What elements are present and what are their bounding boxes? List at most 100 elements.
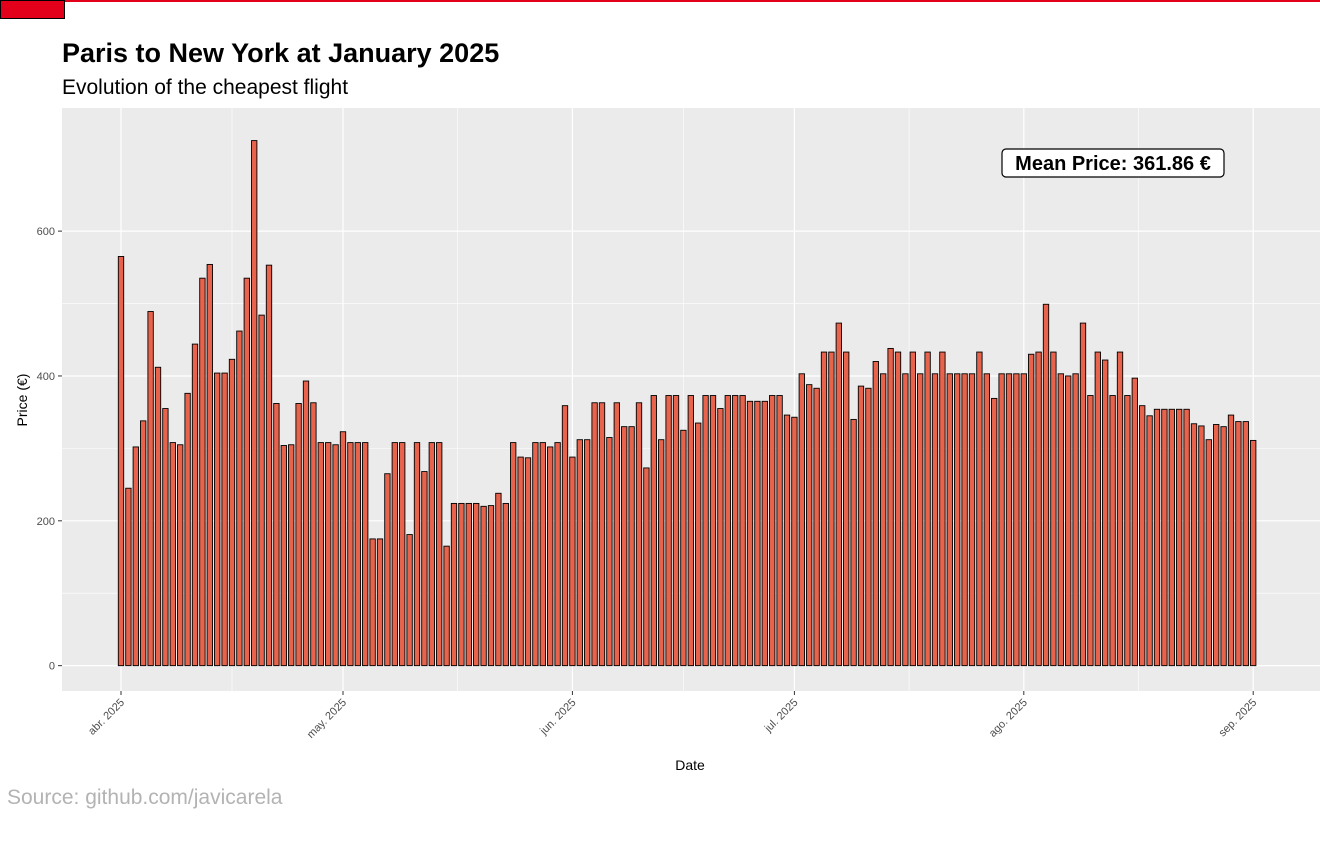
bar: [1139, 405, 1146, 667]
bar: [924, 351, 931, 667]
bar: [280, 445, 287, 667]
bar: [894, 351, 902, 667]
bar: [569, 456, 576, 667]
bar: [539, 442, 546, 667]
x-axis-title: Date: [675, 757, 705, 773]
x-tick-label: jul. 2025: [762, 697, 801, 736]
bar: [798, 373, 805, 667]
bar: [206, 263, 213, 667]
y-axis: 0 200 400 600: [37, 226, 62, 673]
bar: [162, 408, 169, 667]
bar: [850, 418, 857, 667]
x-tick-label: may. 2025: [305, 697, 349, 741]
bar: [961, 373, 968, 667]
bar: [147, 311, 154, 667]
annotation-label: Mean Price: 361.86 €: [1015, 153, 1211, 175]
bar: [1153, 408, 1161, 667]
bar: [228, 358, 236, 667]
bar: [302, 380, 310, 667]
x-tick-label: sep. 2025: [1217, 697, 1260, 740]
bar: [1124, 395, 1131, 667]
bar: [635, 402, 643, 667]
bar: [968, 373, 976, 667]
bar: [954, 373, 961, 667]
bar: [191, 343, 199, 667]
bar: [843, 351, 850, 667]
bar: [132, 446, 139, 667]
bar: [221, 372, 228, 667]
bar: [413, 442, 421, 667]
y-axis-title: Price (€): [14, 374, 30, 427]
bar: [939, 351, 946, 667]
bar: [643, 467, 650, 667]
bar: [436, 442, 443, 667]
bar: [776, 395, 783, 667]
bar: [665, 395, 672, 667]
bar: [1042, 303, 1050, 667]
bar: [480, 505, 487, 667]
bar: [376, 538, 384, 667]
bar: [828, 351, 835, 667]
bar: [1198, 425, 1205, 667]
bar: [983, 373, 990, 667]
bar: [487, 505, 495, 667]
bar: [820, 351, 828, 667]
bar: [554, 442, 561, 667]
bar: [1094, 351, 1101, 667]
bar: [288, 444, 295, 667]
bar: [384, 473, 391, 667]
y-tick-label: 0: [49, 661, 55, 673]
bar: [791, 416, 798, 667]
bar: [406, 534, 413, 667]
bar: [1227, 414, 1235, 667]
bar: [1109, 395, 1116, 667]
bar: [140, 420, 147, 667]
bar: [976, 351, 983, 667]
bar: [613, 402, 620, 667]
bar: [672, 395, 680, 667]
bar: [658, 439, 665, 667]
bar: [761, 400, 768, 667]
bar: [769, 395, 776, 667]
bar: [354, 442, 361, 667]
bar: [154, 366, 162, 667]
bar: [598, 402, 606, 667]
bar: [931, 373, 939, 667]
bar: [310, 402, 317, 667]
bar: [1013, 373, 1020, 667]
bar: [199, 277, 206, 667]
bar: [717, 408, 724, 667]
top-accent-box: [0, 0, 65, 19]
bar: [495, 492, 502, 667]
bar: [547, 446, 554, 667]
bar: [754, 400, 761, 667]
bar: [1087, 395, 1094, 667]
bar: [117, 256, 125, 667]
bar: [695, 422, 702, 667]
bar: [243, 277, 250, 667]
y-tick-label: 200: [37, 516, 55, 528]
bar: [258, 314, 265, 667]
bar: [236, 330, 243, 667]
bar: [739, 395, 746, 667]
bar: [510, 442, 517, 667]
bars: [117, 140, 1257, 667]
bar: [1176, 408, 1183, 667]
bar: [1050, 351, 1057, 667]
bar: [347, 442, 354, 667]
bar: [709, 395, 717, 667]
bar: [902, 373, 909, 667]
bar: [909, 351, 916, 667]
bar: [1235, 421, 1242, 667]
bar: [265, 264, 273, 667]
bar: [1035, 351, 1042, 667]
bar: [702, 395, 709, 667]
bar: [561, 405, 569, 667]
source-caption: Source: github.com/javicarela: [7, 786, 283, 809]
bar: [332, 444, 339, 667]
bar: [391, 442, 398, 667]
bar: [1213, 424, 1220, 667]
bar: [1116, 351, 1124, 667]
x-axis: abr. 2025 may. 2025 jun. 2025 jul. 2025 ago.…: [86, 691, 1259, 741]
bar: [887, 347, 894, 667]
